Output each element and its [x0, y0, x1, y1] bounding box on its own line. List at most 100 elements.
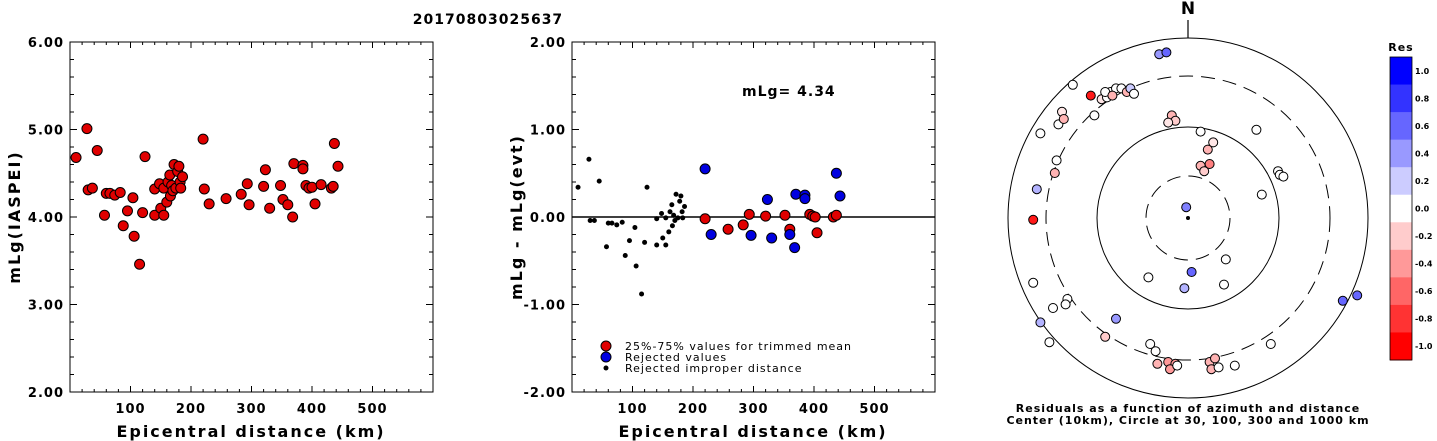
- colorbar: 1.0 0.8 0.6 0.4 0.2 0.0 -0.2 -0.4 -0.6 -0.8 -1.0: [1389, 56, 1433, 361]
- legend-label: 25%-75% values for trimmed mean: [625, 340, 852, 353]
- y-axis-label: mLg - mLg(evt): [507, 134, 526, 300]
- station-point: [1067, 79, 1078, 90]
- data-point: [114, 187, 126, 198]
- data-point: [799, 193, 811, 205]
- station-point: [1181, 202, 1192, 213]
- x-tick-label: 100: [617, 402, 647, 417]
- data-point: [332, 160, 344, 172]
- legend: 25%-75% values for trimmed mean Rejected …: [600, 340, 852, 375]
- data-point: [259, 164, 271, 176]
- colorbar-swatch: [1390, 84, 1412, 113]
- colorbar-tick-label: -0.8: [1415, 315, 1433, 324]
- data-point: [705, 229, 717, 240]
- data-point: [679, 209, 685, 215]
- caption-line-1: Residuals as a function of azimuth and d…: [1016, 402, 1360, 415]
- panel-azimuth-residuals: N Residuals as a function of azimuth and…: [1006, 0, 1432, 427]
- data-point: [203, 198, 215, 210]
- data-point: [137, 207, 149, 219]
- data-points: [1028, 47, 1363, 375]
- axis-ticks: 100 200 300 400 500 -2.00 -1.00 0.00 1.00 2.00: [524, 36, 935, 417]
- data-point: [761, 194, 773, 205]
- colorbar-tick-label: 1.0: [1415, 67, 1430, 76]
- data-point: [70, 152, 82, 163]
- data-point: [282, 199, 294, 211]
- colorbar-tick-label: 0.2: [1415, 177, 1429, 186]
- panel-magnitude-vs-distance: 20170803025637 100 200 300 400 500 2.00 3.00 4.…: [5, 12, 563, 441]
- x-tick-label: 300: [236, 402, 266, 417]
- data-point: [722, 223, 734, 235]
- station-point: [1172, 360, 1183, 371]
- data-point: [622, 253, 628, 258]
- data-point: [673, 191, 679, 197]
- figure-title: 20170803025637: [413, 12, 563, 28]
- data-point: [626, 238, 632, 244]
- data-point: [327, 180, 339, 192]
- magnitude-annotation: mLg= 4.34: [742, 84, 836, 100]
- station-point: [1204, 159, 1215, 169]
- station-point: [1202, 144, 1213, 155]
- data-point: [605, 220, 611, 226]
- colorbar-frame: [1389, 56, 1413, 361]
- center-dot: [1186, 216, 1190, 220]
- station-point: [1085, 90, 1096, 101]
- data-point: [315, 179, 327, 191]
- data-point: [760, 210, 772, 222]
- data-point: [654, 216, 660, 222]
- data-point: [680, 215, 686, 221]
- data-point: [309, 198, 321, 210]
- station-point: [1251, 124, 1262, 135]
- colorbar-swatch: [1390, 249, 1412, 278]
- station-point: [1210, 353, 1220, 364]
- station-point: [1028, 277, 1039, 288]
- station-point: [1199, 166, 1210, 177]
- data-point: [596, 178, 602, 184]
- data-point: [127, 192, 139, 204]
- legend-label: Rejected improper distance: [625, 362, 803, 375]
- data-point: [745, 229, 757, 241]
- colorbar-tick-label: -0.4: [1415, 260, 1433, 269]
- data-point: [243, 199, 255, 211]
- station-point: [1265, 339, 1276, 349]
- data-point: [663, 242, 669, 248]
- data-point: [173, 160, 185, 172]
- y-tick-label: 4.00: [28, 211, 64, 226]
- data-point: [586, 156, 592, 162]
- x-axis-label: Epicentral distance (km): [116, 422, 385, 441]
- colorbar-tick-label: 0.4: [1415, 149, 1430, 158]
- legend-marker: [600, 340, 612, 352]
- data-point: [660, 235, 666, 241]
- x-tick-label: 400: [799, 402, 829, 417]
- station-point: [1035, 317, 1046, 328]
- data-point: [275, 180, 287, 191]
- colorbar-swatch: [1390, 57, 1412, 86]
- data-point: [669, 202, 675, 208]
- plot-frame: [69, 41, 434, 393]
- colorbar-tick-label: 0.6: [1415, 122, 1430, 131]
- data-point: [659, 211, 665, 216]
- x-tick-label: 500: [357, 402, 387, 417]
- colorbar-swatch: [1390, 222, 1412, 251]
- y-tick-label: 2.00: [530, 36, 566, 51]
- station-point: [1031, 184, 1042, 195]
- station-point: [1208, 137, 1219, 148]
- x-tick-label: 500: [859, 402, 889, 417]
- panel-residual-vs-distance: 100 200 300 400 500 -2.00 -1.00 0.00 1.00 2.00 mL…: [507, 36, 936, 441]
- data-point: [235, 188, 247, 200]
- data-point: [575, 184, 581, 190]
- data-point: [642, 239, 648, 245]
- data-point: [671, 212, 677, 218]
- y-tick-label: 0.00: [530, 211, 566, 226]
- data-point: [288, 158, 300, 170]
- station-point: [1186, 267, 1197, 277]
- y-axis-label: mLg(IASPEI): [5, 150, 24, 283]
- y-tick-label: 6.00: [28, 36, 64, 51]
- station-point: [1179, 283, 1190, 294]
- data-point: [666, 229, 672, 235]
- data-point: [779, 209, 791, 221]
- x-tick-label: 200: [678, 402, 708, 417]
- station-point: [1107, 90, 1118, 101]
- data-point: [297, 163, 309, 175]
- data-point: [682, 204, 688, 209]
- circle-300km: [1045, 75, 1331, 361]
